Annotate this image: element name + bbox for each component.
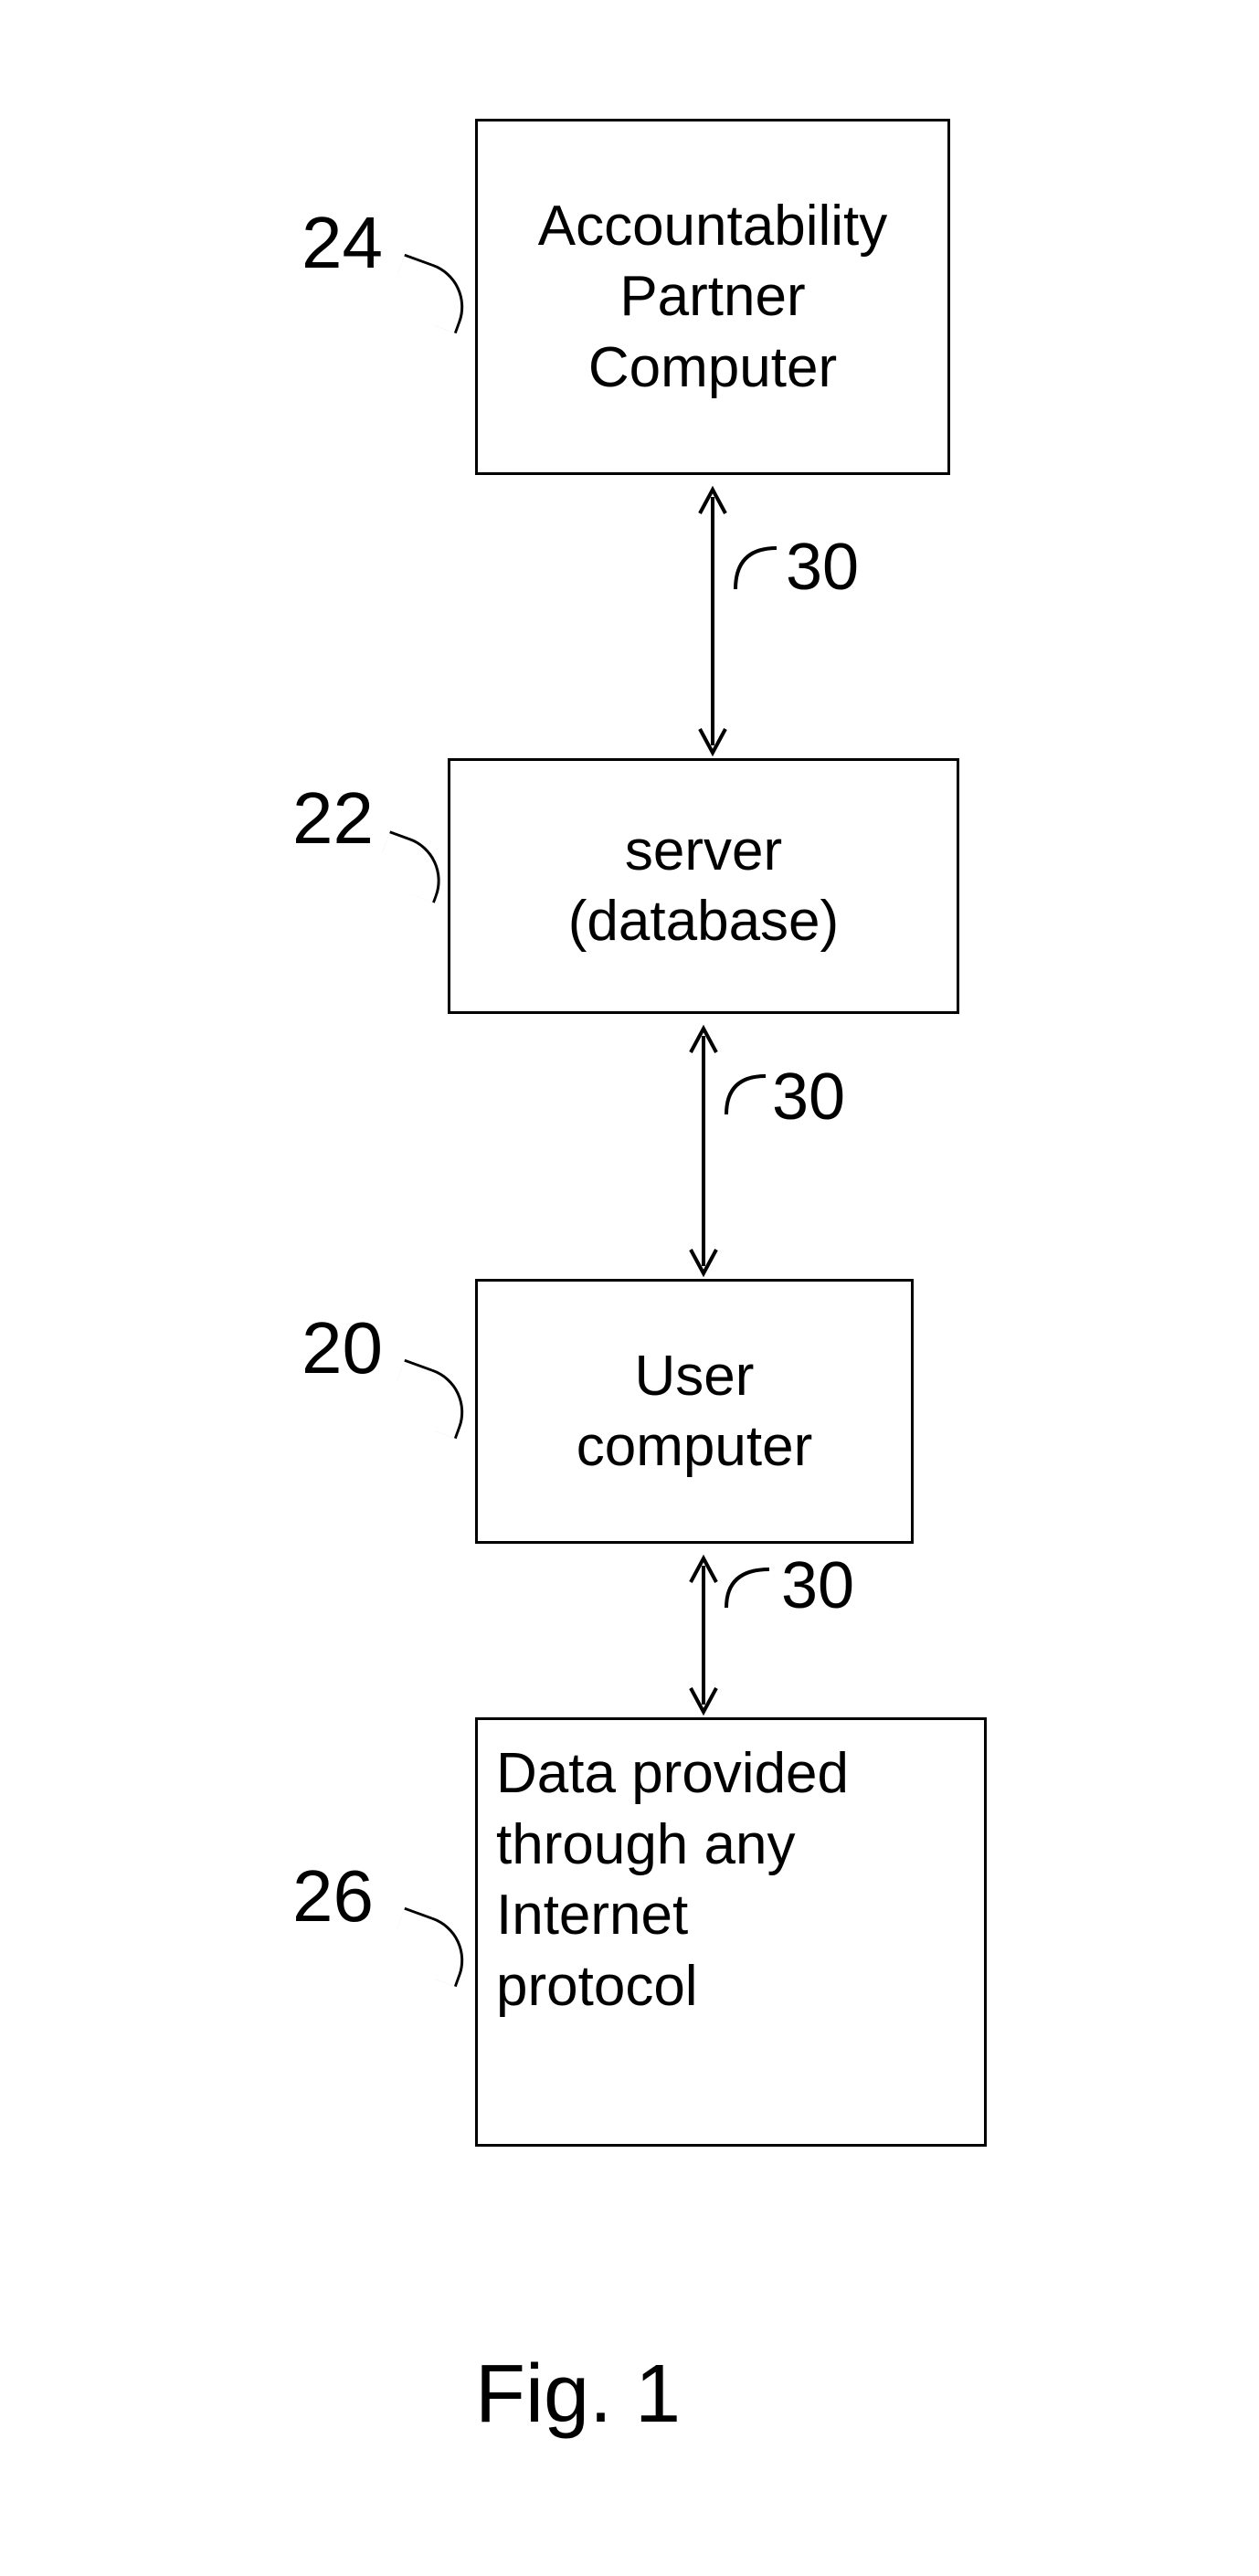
- arrow-3: [685, 1553, 722, 1717]
- node-data: Data provided through any Internet proto…: [475, 1717, 987, 2147]
- arrow-3-hook: [722, 1562, 777, 1621]
- leader-26: [386, 1907, 477, 1988]
- node-text: Data provided: [496, 1738, 849, 1810]
- arrow-2-hook: [722, 1069, 772, 1128]
- node-accountability: Accountability Partner Computer: [475, 119, 950, 475]
- figure-caption: Fig. 1: [475, 2348, 681, 2442]
- node-text: Accountability: [538, 191, 888, 262]
- leader-24: [386, 254, 477, 334]
- arrow-label-1: 30: [786, 530, 859, 605]
- ref-20: 20: [302, 1306, 383, 1390]
- node-text: computer: [577, 1411, 812, 1483]
- node-server: server (database): [448, 758, 959, 1014]
- ref-22: 22: [292, 776, 374, 860]
- node-user: User computer: [475, 1279, 914, 1544]
- ref-26: 26: [292, 1854, 374, 1938]
- arrow-1: [694, 484, 731, 758]
- leader-20: [386, 1359, 477, 1440]
- ref-24: 24: [302, 201, 383, 285]
- node-text: Partner: [538, 261, 888, 333]
- node-text: through any: [496, 1810, 849, 1881]
- arrow-label-3: 30: [781, 1548, 854, 1623]
- arrow-label-2: 30: [772, 1060, 845, 1135]
- node-text: (database): [568, 886, 839, 957]
- node-text: protocol: [496, 1951, 849, 2022]
- leader-22: [372, 830, 452, 903]
- node-text: User: [577, 1341, 812, 1412]
- node-text: server: [568, 816, 839, 887]
- node-text: Internet: [496, 1880, 849, 1951]
- diagram-canvas: Accountability Partner Computer server (…: [0, 0, 1259, 2576]
- node-text: Computer: [538, 333, 888, 404]
- arrow-1-hook: [731, 539, 786, 603]
- arrow-2: [685, 1023, 722, 1279]
